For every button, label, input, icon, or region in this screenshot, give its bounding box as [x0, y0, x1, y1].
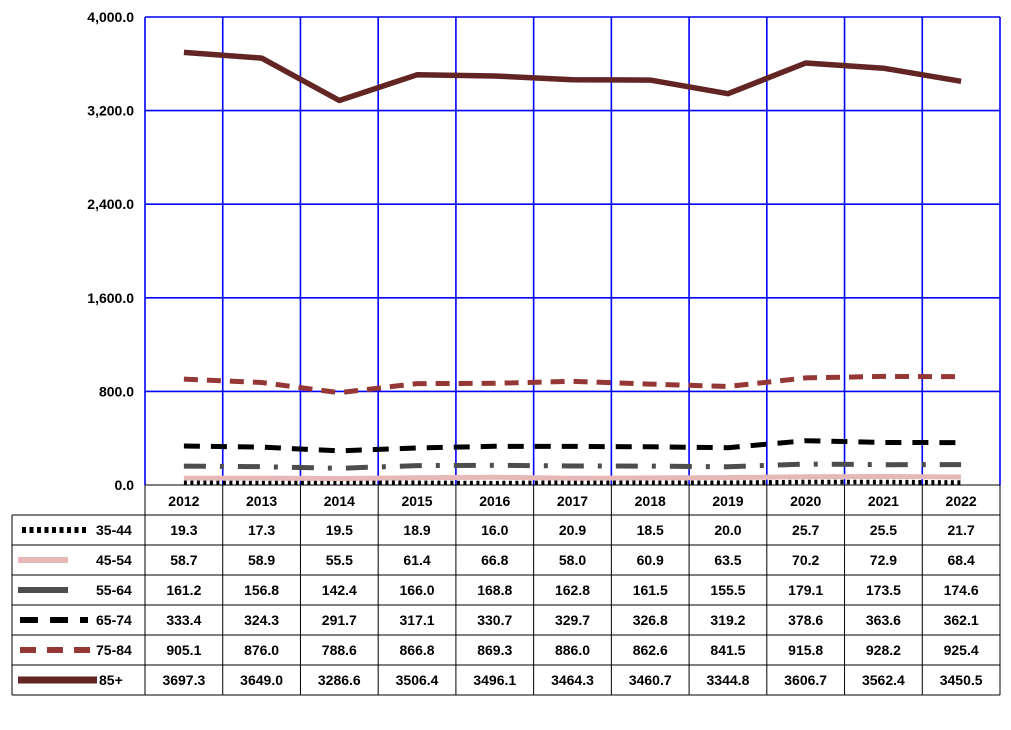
data-table-cell: 329.7 [555, 612, 590, 628]
data-table-cell: 18.9 [403, 522, 430, 538]
data-table-cell: 155.5 [710, 582, 745, 598]
x-tick-label: 2015 [401, 493, 432, 509]
y-tick-label: 0.0 [115, 477, 135, 493]
data-table-cell: 3460.7 [629, 672, 672, 688]
data-table-cell: 3464.3 [551, 672, 594, 688]
data-table-cell: 291.7 [322, 612, 357, 628]
data-table-cell: 70.2 [792, 552, 819, 568]
data-table-cell: 363.6 [866, 612, 901, 628]
data-table-cell: 3649.0 [240, 672, 283, 688]
data-table-cell: 905.1 [166, 642, 201, 658]
data-table-cell: 3506.4 [396, 672, 439, 688]
data-table-cell: 886.0 [555, 642, 590, 658]
legend-label: 45-54 [96, 552, 132, 568]
series-lines [183, 49, 962, 486]
data-table-cell: 378.6 [788, 612, 823, 628]
x-tick-label: 2016 [479, 493, 510, 509]
y-tick-label: 2,400.0 [87, 196, 134, 212]
data-table-cell: 324.3 [244, 612, 279, 628]
data-table-cell: 3562.4 [862, 672, 905, 688]
x-tick-label: 2019 [712, 493, 743, 509]
data-table-cell: 3450.5 [940, 672, 983, 688]
data-table-cell: 866.8 [400, 642, 435, 658]
y-tick-label: 4,000.0 [87, 9, 134, 25]
data-table-cell: 161.5 [633, 582, 668, 598]
data-table-cell: 841.5 [710, 642, 745, 658]
data-table-cell: 168.8 [477, 582, 512, 598]
x-tick-label: 2021 [868, 493, 899, 509]
data-table-cell: 18.5 [637, 522, 664, 538]
x-tick-label: 2018 [635, 493, 666, 509]
data-table-cell: 3697.3 [162, 672, 205, 688]
x-tick-label: 2014 [324, 493, 355, 509]
data-table-cell: 3606.7 [784, 672, 827, 688]
data-table-cell: 72.9 [870, 552, 897, 568]
x-tick-label: 2020 [790, 493, 821, 509]
data-table-cell: 19.3 [170, 522, 197, 538]
data-table-cell: 876.0 [244, 642, 279, 658]
data-table-cell: 3286.6 [318, 672, 361, 688]
x-tick-label: 2012 [168, 493, 199, 509]
data-table-cell: 161.2 [166, 582, 201, 598]
data-table-cell: 3496.1 [473, 672, 516, 688]
data-table-cell: 20.0 [714, 522, 741, 538]
data-table-cell: 788.6 [322, 642, 357, 658]
data-table-cell: 58.0 [559, 552, 586, 568]
data-table-cell: 25.7 [792, 522, 819, 538]
series-line-45-54 [183, 474, 962, 481]
x-tick-label: 2017 [557, 493, 588, 509]
y-tick-label: 3,200.0 [87, 103, 134, 119]
legend-label: 85+ [99, 672, 123, 688]
y-tick-label: 800.0 [99, 383, 134, 399]
data-table-cell: 162.8 [555, 582, 590, 598]
data-table-cell: 362.1 [944, 612, 979, 628]
legend-label: 65-74 [96, 612, 132, 628]
data-table: 2012 2013 2014 2015 2016 2017 2018 2019 2020 2021… [11, 484, 1001, 696]
data-table-cell: 20.9 [559, 522, 586, 538]
series-line-65-74 [183, 438, 962, 454]
data-table-cell: 61.4 [403, 552, 430, 568]
data-table-cell: 862.6 [633, 642, 668, 658]
data-table-cell: 915.8 [788, 642, 823, 658]
x-tick-label: 2022 [946, 493, 977, 509]
data-table-cell: 173.5 [866, 582, 901, 598]
data-table-cell: 63.5 [714, 552, 741, 568]
data-table-cell: 55.5 [326, 552, 353, 568]
legend-label: 55-64 [96, 582, 132, 598]
data-table-cell: 333.4 [166, 612, 201, 628]
series-line-55-64 [183, 461, 962, 471]
data-table-cell: 17.3 [248, 522, 275, 538]
data-table-cell: 174.6 [944, 582, 979, 598]
data-table-cell: 330.7 [477, 612, 512, 628]
data-table-cell: 58.7 [170, 552, 197, 568]
data-table-cell: 25.5 [870, 522, 897, 538]
gridlines [144, 16, 1001, 485]
data-table-cell: 66.8 [481, 552, 508, 568]
data-table-cell: 928.2 [866, 642, 901, 658]
series-line-75-84 [183, 373, 962, 396]
legend-label: 75-84 [96, 642, 132, 658]
data-table-cell: 58.9 [248, 552, 275, 568]
data-table-cell: 326.8 [633, 612, 668, 628]
data-table-cell: 21.7 [948, 522, 975, 538]
data-table-cell: 869.3 [477, 642, 512, 658]
data-table-cell: 166.0 [400, 582, 435, 598]
data-table-cell: 142.4 [322, 582, 357, 598]
data-table-cell: 319.2 [710, 612, 745, 628]
data-table-cell: 60.9 [637, 552, 664, 568]
y-axis-tick-labels: 0.0 800.0 1,600.0 2,400.0 3,200.0 4,000.0 [87, 9, 134, 493]
legend-label: 35-44 [96, 522, 132, 538]
data-table-cell: 156.8 [244, 582, 279, 598]
data-table-cell: 16.0 [481, 522, 508, 538]
series-line-85plus [183, 49, 962, 104]
data-table-cell: 317.1 [400, 612, 435, 628]
x-tick-label: 2013 [246, 493, 277, 509]
data-table-cell: 925.4 [944, 642, 979, 658]
data-table-cell: 19.5 [326, 522, 353, 538]
data-table-cell: 3344.8 [707, 672, 750, 688]
y-tick-label: 1,600.0 [87, 290, 134, 306]
data-table-cell: 68.4 [948, 552, 975, 568]
data-table-cell: 179.1 [788, 582, 823, 598]
